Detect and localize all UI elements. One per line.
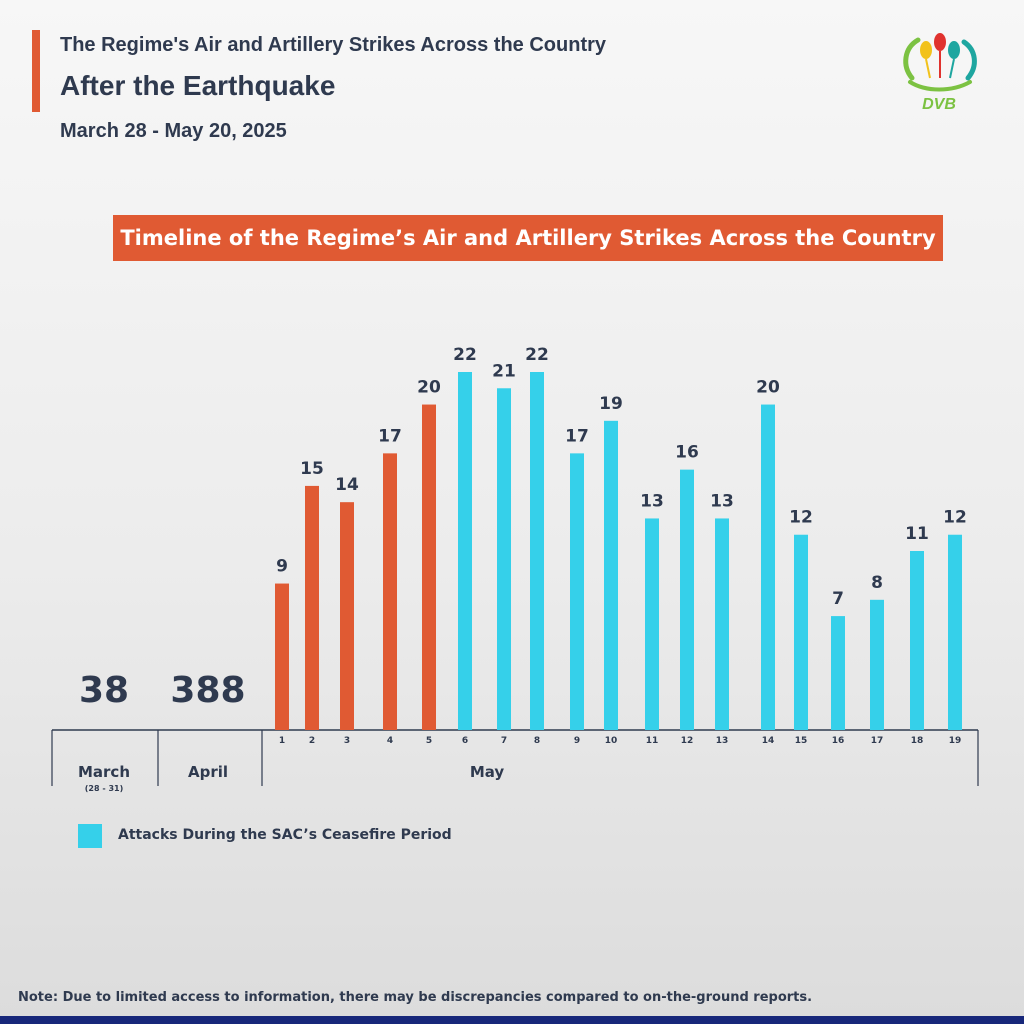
bar-value-label-10: 19 [599,394,623,414]
bar-value-label-1: 9 [276,557,288,577]
x-tick-label-14: 14 [762,736,775,746]
bar-may-10 [604,420,618,730]
x-tick-label-9: 9 [574,736,580,746]
total-value-march: 38 [79,670,129,711]
bar-value-label-3: 14 [335,475,359,495]
period-label-march: March [78,763,130,781]
bar-may-18 [910,551,924,730]
header-accent-bar [32,30,40,112]
x-tick-label-17: 17 [871,736,884,746]
bottom-strip [0,1016,1024,1024]
bar-may-14 [761,404,775,730]
x-tick-label-3: 3 [344,736,350,746]
x-tick-label-19: 19 [949,736,962,746]
bar-may-6 [458,372,472,730]
bar-may-3 [340,502,354,730]
bar-value-label-19: 12 [943,508,967,528]
logo-text: DVB [922,96,956,113]
bar-may-17 [870,599,884,730]
x-tick-label-11: 11 [646,736,659,746]
period-sublabel-march: (28 - 31) [85,784,123,793]
bar-may-2 [305,485,319,730]
x-tick-label-5: 5 [426,736,432,746]
bar-may-16 [831,616,845,730]
x-tick-label-8: 8 [534,736,540,746]
x-tick-label-4: 4 [387,736,393,746]
bar-value-label-18: 11 [905,524,929,544]
period-label-may: May [470,763,505,781]
x-tick-label-6: 6 [462,736,468,746]
bar-value-label-17: 8 [871,573,883,593]
bar-value-label-8: 22 [525,345,549,365]
dvb-logo-icon [903,33,977,92]
bar-may-13 [715,518,729,730]
x-tick-label-15: 15 [795,736,808,746]
x-tick-label-13: 13 [716,736,729,746]
bar-may-8 [530,372,544,730]
bar-may-7 [497,388,511,730]
chart-banner-title: Timeline of the Regime’s Air and Artille… [113,215,943,261]
x-tick-label-1: 1 [279,736,285,746]
bar-may-12 [680,469,694,730]
x-tick-label-12: 12 [681,736,694,746]
bar-value-label-15: 12 [789,508,813,528]
bar-value-label-4: 17 [378,426,402,446]
x-tick-label-10: 10 [605,736,618,746]
bar-value-label-9: 17 [565,426,589,446]
bar-may-15 [794,534,808,730]
bar-may-9 [570,453,584,730]
footnote: Note: Due to limited access to informati… [18,990,813,1005]
legend-ceasefire-label: Attacks During the SAC’s Ceasefire Perio… [118,827,452,843]
header-date-range: March 28 - May 20, 2025 [60,120,287,142]
bar-value-label-6: 22 [453,345,477,365]
period-label-april: April [188,763,228,781]
dvb-logo: DVB [898,26,980,122]
bar-may-19 [948,534,962,730]
x-tick-label-7: 7 [501,736,507,746]
bar-may-11 [645,518,659,730]
header-subtitle: The Regime's Air and Artillery Strikes A… [60,34,607,56]
bar-may-4 [383,453,397,730]
total-value-april: 388 [170,670,245,711]
bar-value-label-13: 13 [710,491,734,511]
bar-value-label-7: 21 [492,361,516,381]
x-tick-label-18: 18 [911,736,924,746]
bar-value-label-2: 15 [300,459,324,479]
bar-value-label-5: 20 [417,378,441,398]
header-title: After the Earthquake [60,70,336,101]
bar-may-1 [275,583,289,730]
bar-value-label-14: 20 [756,378,780,398]
bar-value-label-12: 16 [675,443,699,463]
x-tick-label-2: 2 [309,736,315,746]
x-tick-label-16: 16 [832,736,845,746]
bar-may-5 [422,404,436,730]
bar-value-label-11: 13 [640,491,664,511]
bar-value-label-16: 7 [832,589,844,609]
legend-ceasefire-swatch [78,824,102,848]
